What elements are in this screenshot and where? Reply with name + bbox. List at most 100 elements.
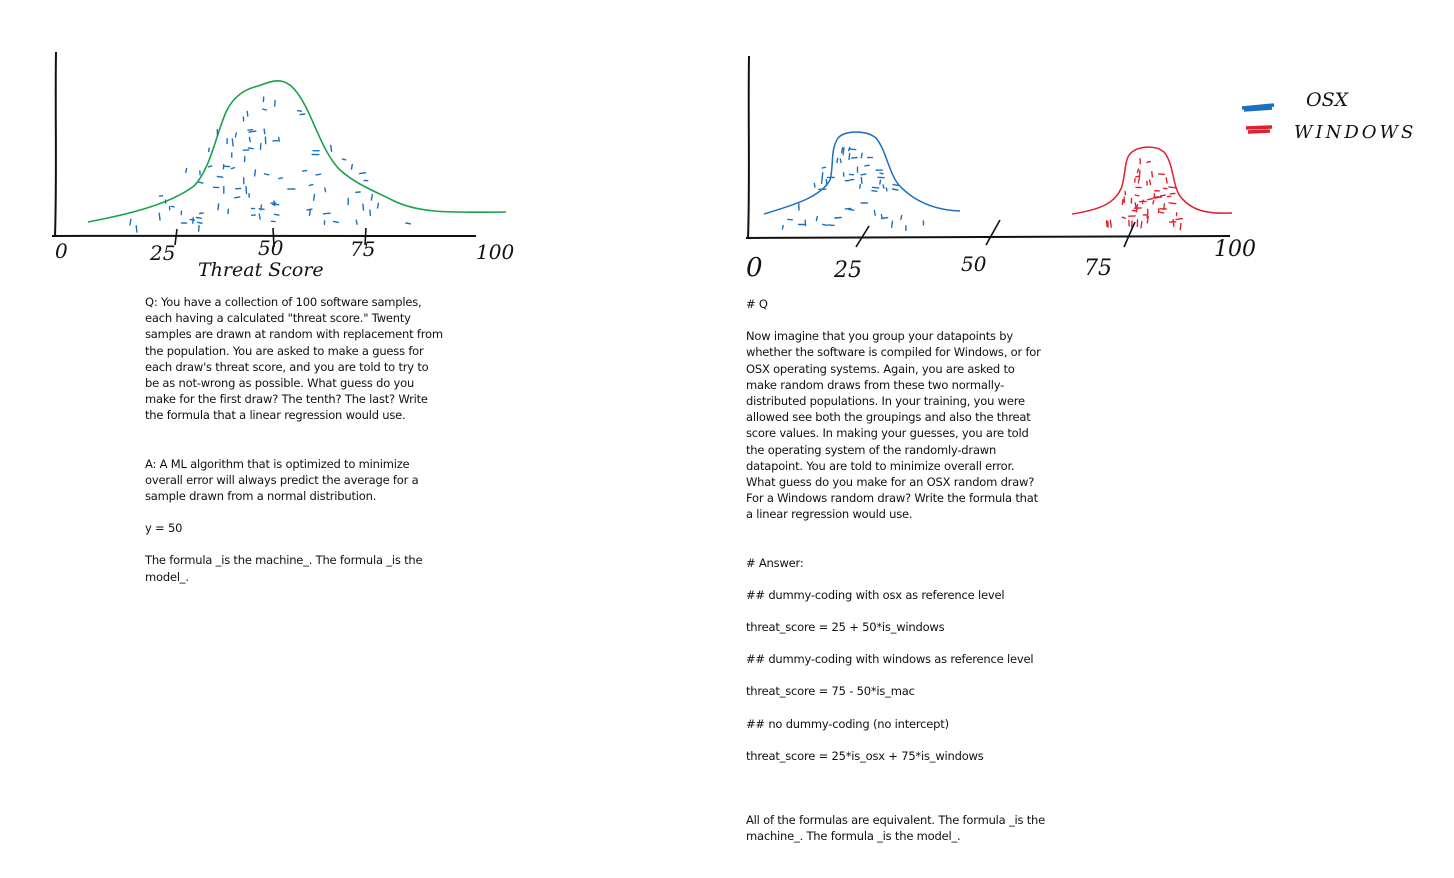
sample-dot [405, 222, 412, 225]
right-text-block: # Q Now imagine that you group your data… [746, 296, 1046, 844]
right-tick-label-25: 25 [833, 258, 862, 283]
windows-sample-dot [1179, 222, 1182, 231]
sample-dot [355, 219, 358, 225]
right-x-axis [745, 235, 1231, 239]
osx-distribution-curve [763, 131, 961, 215]
osx-sample-dot [879, 172, 884, 175]
windows-sample-dot [1151, 170, 1154, 178]
sample-dot [350, 163, 353, 170]
sample-dot [296, 109, 303, 112]
sample-dot [308, 208, 312, 217]
windows-sample-dot [1137, 177, 1141, 184]
windows-sample-dot [1148, 179, 1152, 186]
windows-sample-dot [1152, 199, 1155, 205]
windows-sample-dots [1105, 157, 1183, 231]
section-heading-windows-ref: ## dummy-coding with windows as referenc… [746, 652, 1034, 667]
windows-sample-dot [1157, 173, 1166, 176]
left-text-block: Q: You have a collection of 100 software… [145, 294, 445, 585]
osx-sample-dot [892, 183, 899, 187]
sample-dot [170, 205, 175, 208]
sample-dot [258, 208, 265, 211]
osx-sample-dot [815, 215, 818, 222]
sample-dot [230, 166, 236, 170]
osx-sample-dot [880, 213, 883, 220]
osx-sample-dot [839, 158, 842, 164]
osx-sample-dot [859, 183, 861, 189]
osx-sample-dot [834, 216, 842, 219]
windows-sample-dot [1134, 194, 1140, 197]
sample-dot [273, 200, 276, 207]
sample-dot [330, 144, 333, 153]
windows-sample-dot [1135, 207, 1139, 213]
sample-dot [362, 203, 365, 211]
sample-dot [129, 218, 132, 226]
sample-dot [369, 209, 372, 217]
osx-sample-dot [836, 157, 839, 164]
osx-sample-dot [844, 207, 852, 210]
sample-dot [277, 136, 280, 142]
sample-dot [253, 169, 257, 177]
right-tick-75 [1123, 221, 1136, 248]
osx-sample-dot [882, 184, 885, 189]
osx-sample-dot [860, 176, 863, 185]
sample-dot [273, 213, 280, 216]
sample-dot [207, 165, 213, 168]
osx-sample-dot [891, 188, 899, 191]
sample-dot [299, 113, 306, 116]
sample-dot [191, 216, 195, 224]
windows-sample-dot [1165, 177, 1168, 184]
osx-sample-dot [885, 187, 888, 192]
windows-sample-dot [1146, 197, 1154, 201]
left-formula: y = 50 [145, 521, 183, 536]
sample-dot [248, 130, 257, 133]
windows-sample-dot [1146, 215, 1150, 224]
left-sample-dots [129, 96, 412, 233]
left-tick-label-0: 0 [55, 239, 68, 263]
osx-sample-dot [848, 152, 851, 161]
osx-sample-dot [822, 223, 828, 227]
sample-dot [158, 212, 161, 221]
sample-dot [322, 212, 331, 215]
sample-dot [207, 147, 210, 153]
left-tick-label-50: 50 [258, 236, 284, 260]
section-formula-osx-ref: threat_score = 25 + 50*is_windows [746, 620, 945, 635]
sample-dot [198, 181, 204, 184]
sample-dot [259, 142, 262, 151]
right-tick-label-50: 50 [961, 252, 987, 276]
sample-dot [262, 108, 268, 111]
sample-dot [370, 193, 373, 201]
windows-sample-dot [1146, 160, 1152, 164]
section-formula-no-intercept: threat_score = 25*is_osx + 75*is_windows [746, 748, 984, 763]
sample-dot [231, 138, 234, 147]
right-question: Now imagine that you group your datapoin… [746, 329, 1041, 522]
sample-dot [248, 136, 252, 143]
right-closing: All of the formulas are equivalent. The … [746, 813, 1046, 844]
sample-dot [189, 218, 196, 221]
section-formula-windows-ref: threat_score = 75 - 50*is_mac [746, 684, 915, 699]
sample-dot [195, 216, 203, 220]
sample-dot [332, 220, 339, 224]
osx-sample-dot [848, 208, 855, 211]
sample-dot [324, 187, 327, 193]
right-tick-label-100: 100 [1214, 237, 1256, 262]
right-tick-25 [855, 225, 870, 248]
sample-dot [246, 110, 249, 117]
sample-dot [245, 185, 248, 195]
windows-sample-dot [1135, 175, 1140, 178]
sample-dot [135, 224, 138, 233]
osx-sample-dot [827, 224, 835, 227]
sample-dot [263, 173, 270, 176]
right-tick-label-75: 75 [1084, 256, 1112, 281]
windows-sample-dot [1172, 218, 1175, 228]
osx-sample-dot [891, 220, 894, 229]
sample-dot [301, 169, 308, 172]
windows-sample-dot [1134, 202, 1137, 209]
sample-dot [306, 208, 313, 211]
osx-sample-dot [842, 147, 845, 156]
osx-sample-dot [873, 209, 876, 217]
osx-sample-dot [900, 214, 903, 221]
right-y-axis [747, 55, 750, 240]
windows-sample-dot [1168, 186, 1177, 189]
sample-dot [196, 221, 203, 225]
sample-dot [341, 158, 347, 161]
